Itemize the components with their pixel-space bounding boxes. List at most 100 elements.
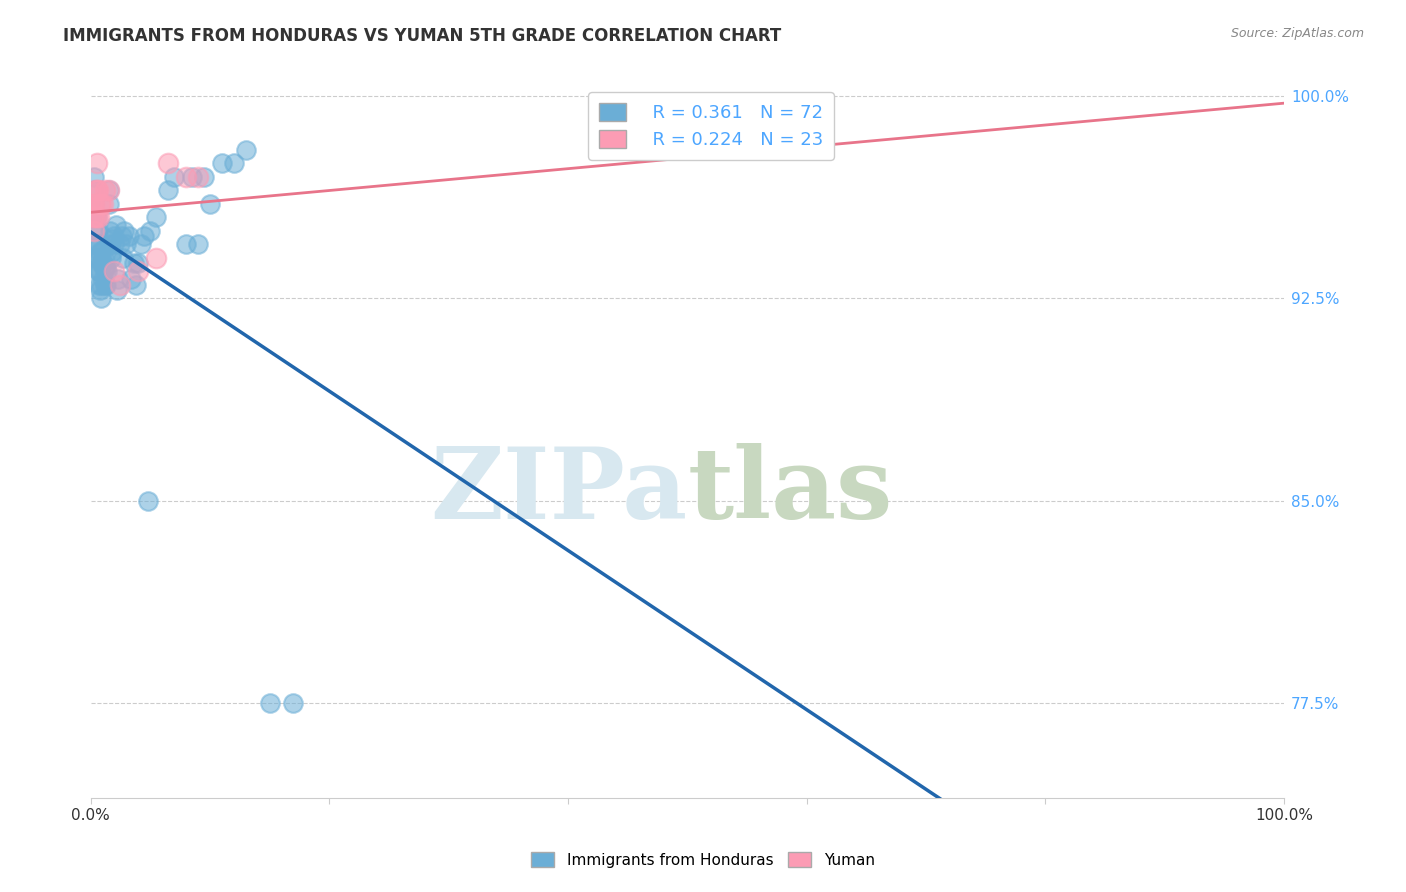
Point (91, 256, 114, 270)
Point (90, 196, 112, 211)
Point (174, 237, 197, 252)
Point (118, 229, 141, 244)
Point (101, 232, 124, 246)
Point (86, 251, 108, 265)
Point (86, 210, 108, 224)
Legend: Immigrants from Honduras, Yuman: Immigrants from Honduras, Yuman (524, 844, 882, 875)
Point (127, 256, 149, 270)
Point (84, 183, 107, 197)
Point (125, 277, 148, 292)
Point (89, 245, 111, 260)
Point (86, 156, 108, 170)
Point (193, 169, 215, 184)
Point (84, 183, 107, 197)
Point (107, 272, 129, 286)
Point (87, 251, 110, 265)
Point (104, 219, 127, 233)
Point (89, 264, 111, 278)
Point (86, 210, 108, 224)
Point (83, 169, 105, 184)
Point (103, 237, 125, 252)
Point (84, 210, 107, 224)
Point (84, 237, 107, 252)
Point (100, 251, 122, 265)
Point (120, 272, 142, 286)
Point (98, 224, 121, 238)
Point (91, 272, 114, 286)
Point (157, 156, 180, 170)
Point (145, 210, 167, 224)
Point (235, 143, 257, 157)
Point (90, 256, 112, 270)
Point (89, 196, 111, 211)
Point (110, 277, 132, 292)
Point (87, 210, 110, 224)
Point (129, 237, 152, 252)
Point (89, 283, 111, 297)
Point (87, 224, 110, 238)
Point (90, 277, 112, 292)
Point (84, 210, 107, 224)
Text: tlas: tlas (688, 443, 893, 541)
Point (90, 291, 112, 305)
Point (83, 196, 105, 211)
Point (82, 210, 104, 224)
Point (111, 251, 134, 265)
Point (122, 256, 145, 270)
Point (97, 183, 120, 197)
Point (94, 277, 117, 292)
Point (91, 196, 114, 211)
Point (96, 264, 118, 278)
Point (97, 196, 120, 211)
Point (181, 169, 204, 184)
Point (187, 169, 209, 184)
Point (97, 183, 120, 197)
Point (86, 237, 108, 252)
Point (87, 183, 110, 197)
Point (111, 229, 134, 244)
Point (93, 251, 115, 265)
Point (139, 224, 162, 238)
Point (94, 183, 117, 197)
Point (87, 251, 110, 265)
Point (91, 243, 114, 257)
Point (145, 251, 167, 265)
Point (80, 196, 103, 211)
Point (87, 264, 110, 278)
Point (134, 229, 156, 244)
Point (83, 196, 105, 211)
Point (98, 237, 121, 252)
Point (87, 277, 110, 292)
Point (110, 237, 132, 252)
Point (86, 183, 108, 197)
Point (94, 261, 117, 276)
Point (87, 237, 110, 252)
Point (112, 224, 135, 238)
Point (83, 224, 105, 238)
Text: IMMIGRANTS FROM HONDURAS VS YUMAN 5TH GRADE CORRELATION CHART: IMMIGRANTS FROM HONDURAS VS YUMAN 5TH GR… (63, 27, 782, 45)
Text: ZIPa: ZIPa (430, 443, 688, 541)
Text: Source: ZipAtlas.com: Source: ZipAtlas.com (1230, 27, 1364, 40)
Point (103, 229, 125, 244)
Point (174, 169, 197, 184)
Point (86, 224, 108, 238)
Point (283, 697, 305, 711)
Point (94, 259, 117, 273)
Point (103, 264, 125, 278)
Point (82, 210, 104, 224)
Point (187, 237, 209, 252)
Legend:   R = 0.361   N = 72,   R = 0.224   N = 23: R = 0.361 N = 72, R = 0.224 N = 23 (588, 92, 834, 160)
Point (211, 156, 233, 170)
Point (87, 264, 110, 278)
Point (115, 237, 138, 252)
Point (105, 283, 128, 297)
Point (93, 261, 115, 276)
Point (127, 264, 149, 278)
Point (163, 169, 186, 184)
Point (94, 277, 117, 292)
Point (259, 697, 281, 711)
Point (222, 156, 245, 170)
Point (101, 245, 124, 260)
Point (198, 196, 221, 211)
Point (136, 493, 159, 508)
